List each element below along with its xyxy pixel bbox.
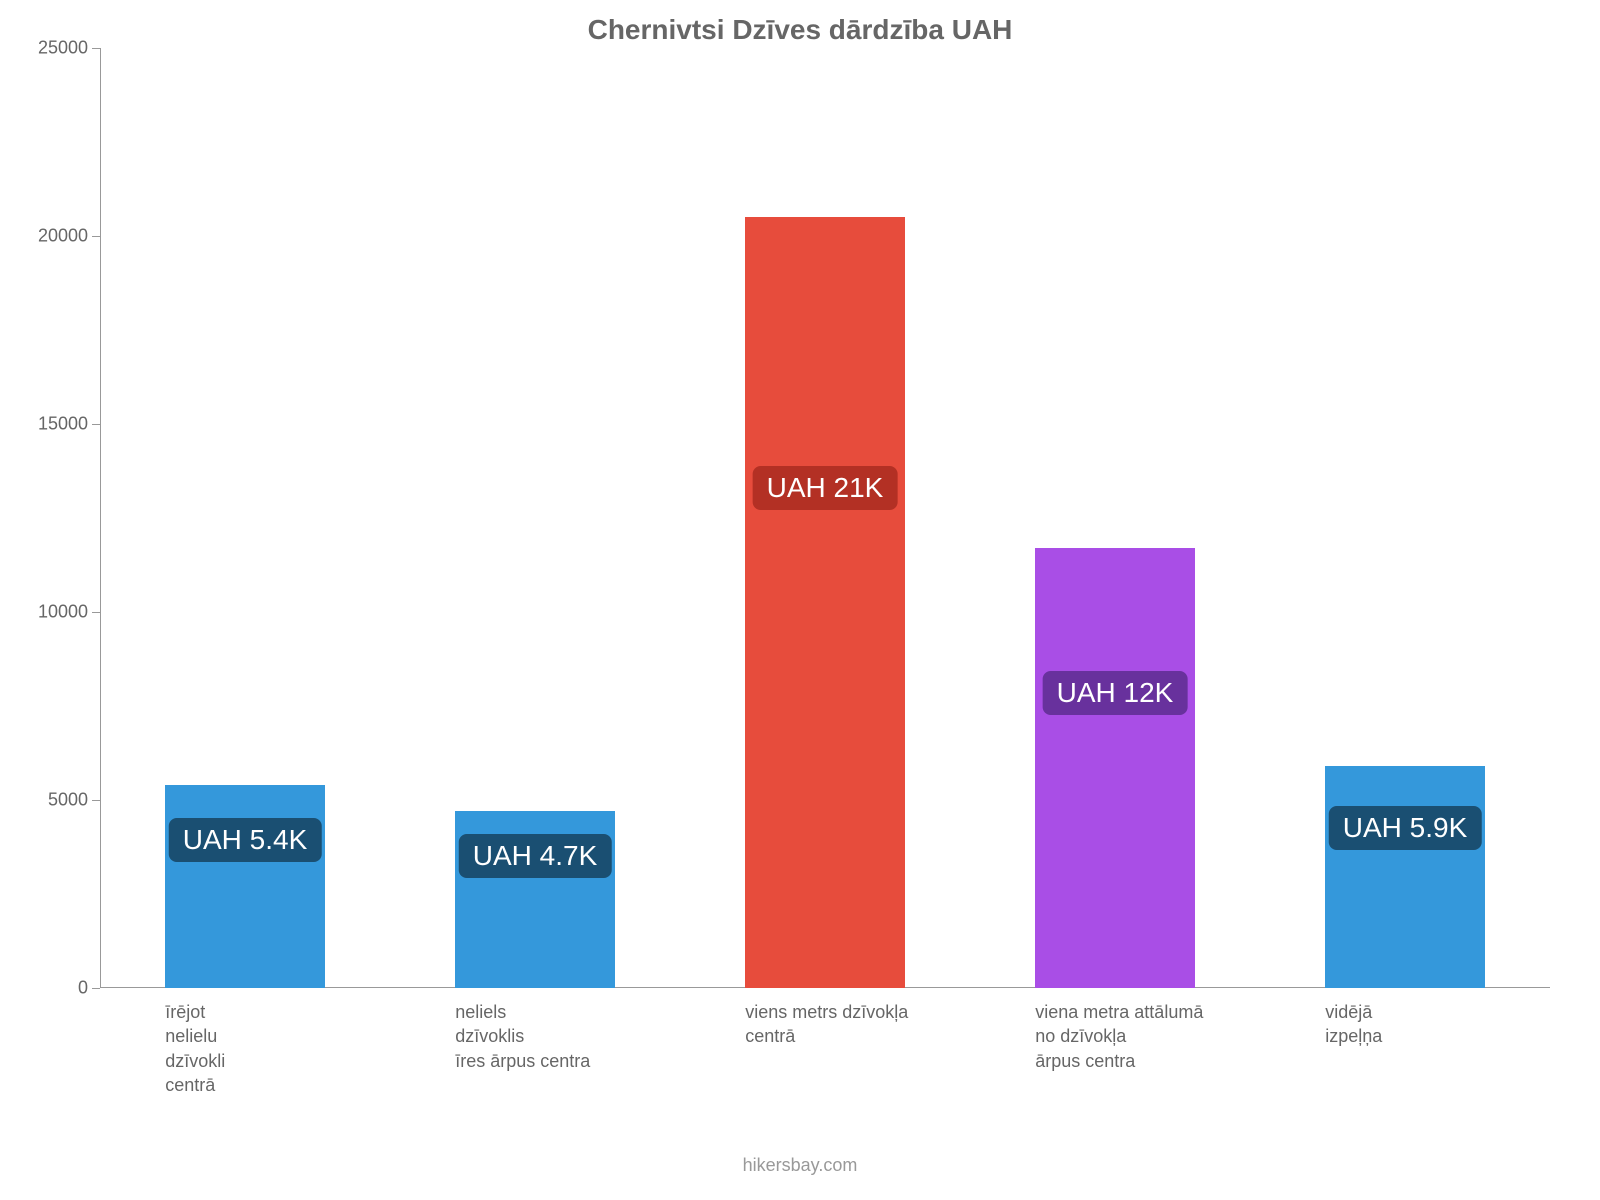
- x-tick-label: īrējot nelielu dzīvokli centrā: [165, 988, 455, 1097]
- bar: UAH 5.9K: [1325, 766, 1485, 988]
- x-tick-label: neliels dzīvoklis īres ārpus centra: [455, 988, 745, 1073]
- bar: UAH 12K: [1035, 548, 1195, 988]
- x-tick-label: viens metrs dzīvokļa centrā: [745, 988, 1035, 1049]
- y-tick-label: 15000: [38, 414, 100, 435]
- bar: UAH 4.7K: [455, 811, 615, 988]
- chart-title: Chernivtsi Dzīves dārdzība UAH: [0, 14, 1600, 46]
- value-badge: UAH 21K: [753, 466, 898, 510]
- value-badge: UAH 12K: [1043, 671, 1188, 715]
- x-tick-label: viena metra attālumā no dzīvokļa ārpus c…: [1035, 988, 1325, 1073]
- bar: UAH 21K: [745, 217, 905, 988]
- value-badge: UAH 5.9K: [1329, 806, 1482, 850]
- y-tick-label: 20000: [38, 226, 100, 247]
- plot-area: UAH 5.4KUAH 4.7KUAH 21KUAH 12KUAH 5.9K 0…: [100, 48, 1550, 988]
- value-badge: UAH 5.4K: [169, 818, 322, 862]
- y-tick-label: 10000: [38, 602, 100, 623]
- y-tick-label: 25000: [38, 38, 100, 59]
- bars-layer: UAH 5.4K UAH 4.7K UAH 21K UAH 12K UAH 5.9K: [100, 48, 1550, 988]
- y-tick-label: 0: [78, 978, 100, 999]
- bar: UAH 5.4K: [165, 785, 325, 988]
- y-tick-label: 5000: [48, 790, 100, 811]
- chart-container: Chernivtsi Dzīves dārdzība UAH UAH 5.4KU…: [0, 0, 1600, 1200]
- x-tick-label: vidējā izpeļņa: [1325, 988, 1600, 1049]
- value-badge: UAH 4.7K: [459, 834, 612, 878]
- source-attribution: hikersbay.com: [0, 1155, 1600, 1176]
